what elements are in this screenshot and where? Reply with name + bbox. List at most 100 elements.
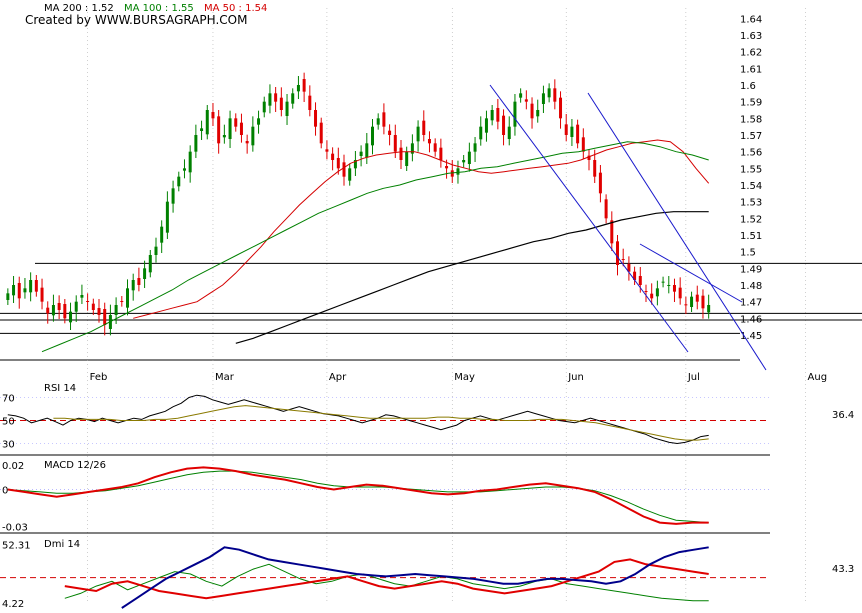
candle-body-87 bbox=[502, 115, 506, 135]
candle-body-89 bbox=[513, 101, 517, 127]
macd-y-tick-2: -0.03 bbox=[2, 522, 28, 533]
candle-body-69 bbox=[399, 147, 403, 160]
candle-body-35 bbox=[205, 110, 209, 135]
candle-body-50 bbox=[291, 93, 295, 104]
candle-body-117 bbox=[672, 285, 676, 292]
candle-body-66 bbox=[382, 112, 386, 127]
dmi-panel: 52.31 4.22 Dmi 14 43.3 bbox=[0, 539, 854, 610]
candle-body-24 bbox=[143, 268, 147, 279]
candle-body-76 bbox=[439, 147, 443, 160]
candle-body-98 bbox=[564, 124, 568, 135]
candle-body-60 bbox=[348, 168, 352, 181]
candle-body-101 bbox=[581, 137, 585, 152]
candle-body-7 bbox=[46, 307, 50, 314]
dmi-y-tick-0: 52.31 bbox=[2, 540, 31, 551]
price-y-tick-14: 1.5 bbox=[740, 248, 756, 259]
candle-body-71 bbox=[410, 143, 414, 154]
candle-body-59 bbox=[342, 162, 346, 177]
ma50-legend: MA 50 : 1.54 bbox=[204, 3, 267, 14]
candle-body-36 bbox=[211, 112, 215, 119]
month-label-2: Apr bbox=[329, 372, 347, 383]
candle-body-16 bbox=[97, 308, 101, 315]
minus-di-line bbox=[64, 558, 709, 600]
candle-body-80 bbox=[462, 160, 466, 163]
candle-body-75 bbox=[433, 143, 437, 152]
candle-body-123 bbox=[707, 305, 711, 313]
candle-body-106 bbox=[610, 220, 614, 244]
month-label-6: Aug bbox=[808, 372, 828, 383]
candle-body-30 bbox=[177, 176, 181, 187]
candle-body-0 bbox=[6, 293, 10, 300]
dmi-y-tick-1: 4.22 bbox=[2, 599, 24, 610]
price-y-tick-11: 1.53 bbox=[740, 198, 762, 209]
price-y-tick-19: 1.45 bbox=[740, 331, 762, 342]
rsi-y-tick-0: 70 bbox=[2, 394, 15, 405]
macd-y-tick-0: 0.02 bbox=[2, 461, 24, 472]
price-y-tick-4: 1.6 bbox=[740, 81, 756, 92]
candle-body-13 bbox=[80, 295, 84, 298]
candle-body-46 bbox=[268, 93, 272, 106]
candle-body-52 bbox=[302, 79, 306, 92]
credit-text: Created by WWW.BURSAGRAPH.COM bbox=[25, 13, 247, 27]
candle-body-17 bbox=[103, 309, 107, 325]
month-label-1: Mar bbox=[215, 372, 235, 383]
candle-body-51 bbox=[296, 85, 300, 92]
candle-body-77 bbox=[445, 166, 449, 169]
candle-body-95 bbox=[547, 88, 551, 98]
rsi-signal-line bbox=[53, 405, 709, 441]
candle-body-9 bbox=[57, 303, 61, 310]
candle-body-107 bbox=[616, 241, 619, 265]
candle-body-42 bbox=[245, 141, 249, 144]
candle-body-4 bbox=[29, 280, 33, 293]
candle-body-68 bbox=[393, 135, 397, 152]
candle-body-3 bbox=[23, 288, 27, 293]
candle-body-65 bbox=[376, 118, 380, 125]
candle-body-62 bbox=[359, 151, 363, 156]
candle-body-14 bbox=[86, 301, 90, 302]
candle-body-49 bbox=[285, 101, 289, 116]
candle-body-99 bbox=[570, 126, 574, 137]
candle-body-70 bbox=[405, 151, 409, 166]
candle-body-48 bbox=[279, 97, 283, 110]
candle-body-22 bbox=[131, 280, 135, 291]
price-y-tick-9: 1.55 bbox=[740, 164, 762, 175]
trend-channel-upper bbox=[587, 92, 767, 371]
candle-body-1 bbox=[12, 285, 16, 296]
candle-body-57 bbox=[331, 153, 335, 160]
candle-body-121 bbox=[695, 294, 699, 302]
rsi-value-label: 36.4 bbox=[832, 410, 854, 421]
candle-body-10 bbox=[63, 304, 67, 319]
candle-body-82 bbox=[473, 143, 477, 152]
price-y-tick-5: 1.59 bbox=[740, 98, 762, 109]
candle-body-56 bbox=[325, 149, 329, 152]
candle-body-8 bbox=[51, 305, 55, 316]
price-y-tick-15: 1.49 bbox=[740, 264, 762, 275]
macd-line bbox=[7, 466, 709, 525]
candle-body-26 bbox=[154, 246, 158, 255]
month-label-5: Jul bbox=[687, 372, 700, 383]
candle-body-40 bbox=[234, 118, 238, 127]
candle-body-108 bbox=[621, 259, 625, 260]
candle-body-25 bbox=[148, 255, 152, 273]
candle-body-41 bbox=[239, 122, 243, 135]
candle-body-34 bbox=[200, 128, 204, 131]
candle-body-23 bbox=[137, 278, 141, 285]
macd-panel: 0.02 0 -0.03 MACD 12/26 bbox=[0, 460, 770, 534]
dmi-value-label: 43.3 bbox=[832, 564, 854, 575]
candle-body-58 bbox=[336, 158, 340, 169]
candle-body-113 bbox=[650, 293, 654, 299]
candle-body-100 bbox=[576, 124, 580, 144]
candle-body-118 bbox=[678, 287, 682, 299]
macd-label: MACD 12/26 bbox=[44, 460, 106, 471]
candle-body-94 bbox=[541, 93, 545, 104]
candle-body-32 bbox=[188, 151, 192, 173]
candle-body-67 bbox=[388, 130, 392, 135]
candle-body-120 bbox=[690, 296, 694, 307]
month-label-3: May bbox=[454, 372, 475, 383]
candle-body-93 bbox=[536, 110, 540, 117]
candle-body-83 bbox=[479, 126, 483, 140]
candle-body-44 bbox=[257, 118, 261, 125]
candle-body-91 bbox=[524, 99, 528, 102]
candle-body-78 bbox=[450, 170, 454, 177]
